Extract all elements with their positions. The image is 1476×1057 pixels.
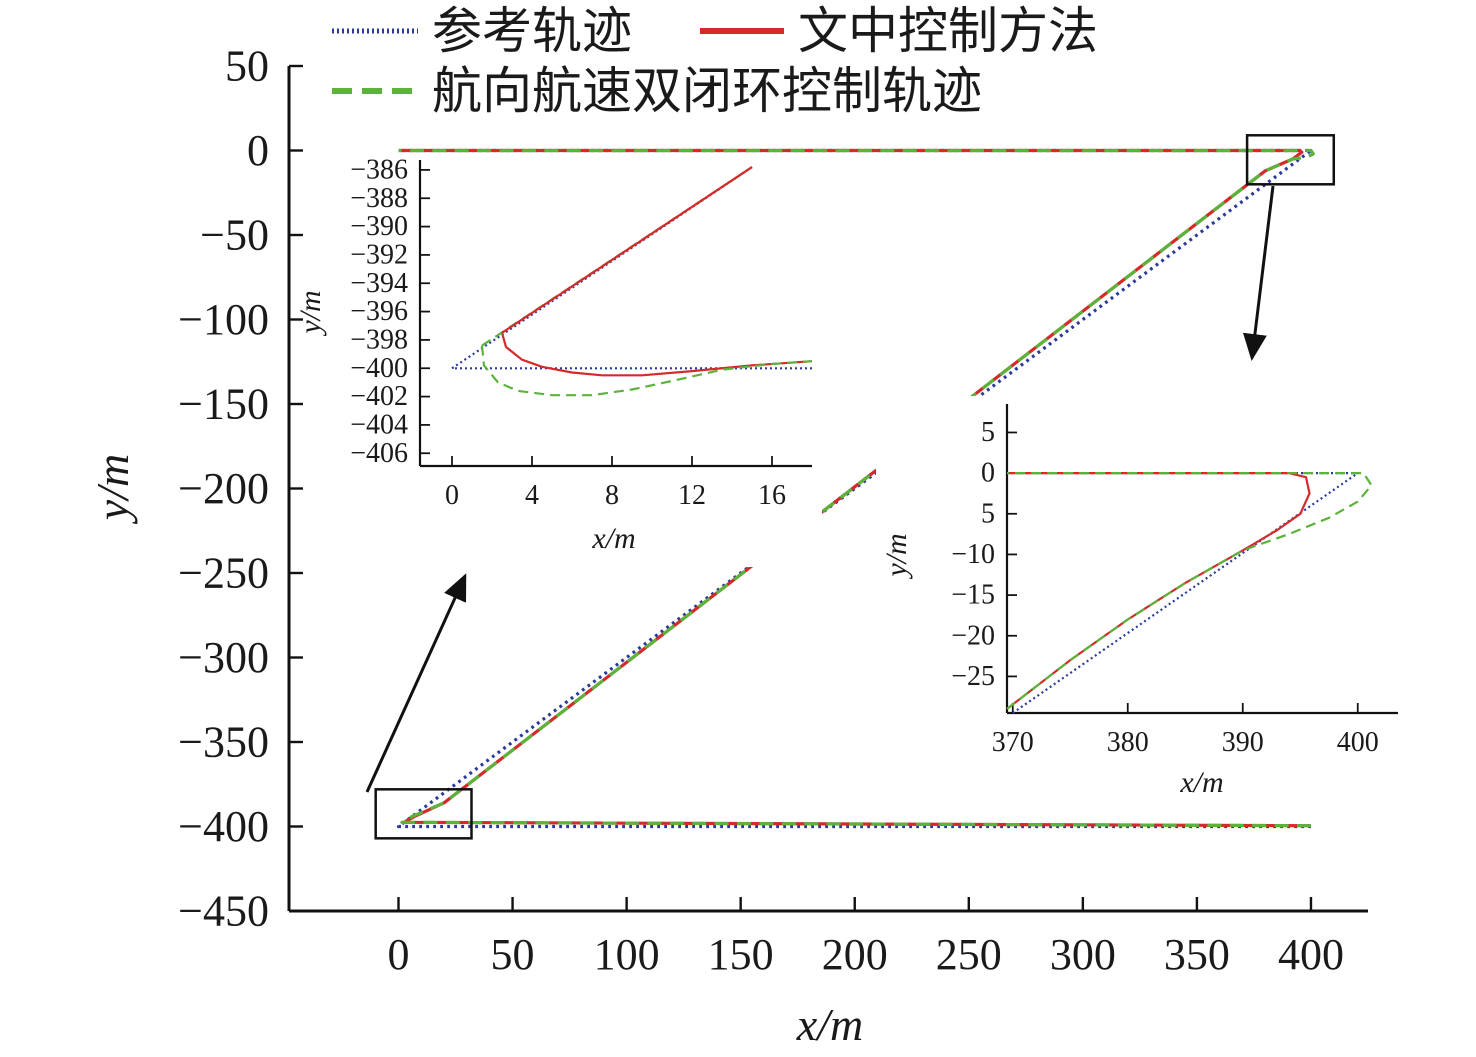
x-tick-label: 400 [1337, 727, 1379, 758]
y-tick-label: −400 [350, 353, 408, 384]
inset-left-series [450, 166, 813, 397]
zoom-box-0 [374, 788, 473, 840]
series-line-2 [398, 148, 1315, 828]
inset-right-axes: 370 380 390 400 5 0 5 −10 −15 −20 −25 [951, 404, 1398, 758]
main-y-axis-label: y/m [87, 454, 138, 524]
y-tick-label: 5 [981, 498, 995, 529]
x-tick-label: 370 [992, 727, 1034, 758]
series-line-2 [1006, 472, 1373, 710]
y-tick-label: −50 [200, 211, 269, 260]
y-tick-label: −394 [350, 268, 408, 299]
zoom-boxes [374, 134, 1336, 840]
inset-left-axes: 0 4 8 12 16−386−388−390−392−394−396−398−400−… [350, 154, 812, 511]
y-tick-label: −392 [350, 239, 408, 270]
x-tick-label: 250 [936, 930, 1002, 979]
series-line-2 [480, 345, 813, 397]
y-tick-label: −398 [350, 324, 408, 355]
y-tick-label: −250 [178, 549, 269, 598]
x-tick-label: 0 [387, 930, 409, 979]
x-tick-label: 12 [678, 480, 706, 511]
x-tick-label: 16 [758, 480, 786, 511]
y-tick-label: −300 [178, 633, 269, 682]
inset-left-x-axis-label: x/m [591, 522, 635, 555]
zoom-box-1 [1245, 134, 1336, 186]
y-tick-label: 50 [225, 42, 269, 91]
main-x-axis-label: x/m [796, 999, 863, 1050]
y-tick-label: −400 [178, 802, 269, 851]
y-tick-label: −390 [350, 211, 408, 242]
y-tick-label: −20 [951, 620, 995, 651]
y-tick-label: −350 [178, 718, 269, 767]
main-series [396, 148, 1315, 829]
series-line-0 [396, 148, 1313, 829]
x-tick-label: 150 [708, 930, 774, 979]
inset-background-right [876, 396, 1416, 801]
x-tick-label: 380 [1107, 727, 1149, 758]
y-tick-label: −406 [350, 438, 408, 469]
x-tick-label: 4 [525, 480, 539, 511]
legend-label-double-loop: 航向航速双闭环控制轨迹 [432, 62, 982, 120]
y-tick-label: 5 [981, 417, 995, 448]
y-tick-label: −150 [178, 380, 269, 429]
y-tick-label: −386 [350, 154, 408, 185]
y-tick-label: −388 [350, 183, 408, 214]
series-line-1 [1006, 472, 1311, 710]
legend: 参考轨迹 文中控制方法 航向航速双闭环控制轨迹 [332, 2, 1098, 120]
y-tick-label: −404 [350, 409, 408, 440]
x-tick-label: 50 [491, 930, 535, 979]
x-tick-label: 200 [822, 930, 888, 979]
x-tick-label: 8 [605, 480, 619, 511]
arrow-to-inset-top-right [1242, 185, 1275, 361]
main-axes: 0 50 100 150 200 250 300 350 400500−50−100−150−2… [178, 42, 1368, 979]
inset-right-x-axis-label: x/m [1179, 766, 1223, 799]
x-tick-label: 390 [1222, 727, 1264, 758]
inset-left-y-axis-label: y/m [294, 290, 327, 336]
y-tick-label: −25 [951, 661, 995, 692]
y-tick-label: −200 [178, 464, 269, 513]
y-tick-label: −396 [350, 296, 408, 327]
y-tick-label: 0 [981, 458, 995, 489]
legend-label-reference: 参考轨迹 [432, 2, 632, 60]
inset-right-y-axis-label: y/m [880, 533, 913, 579]
series-line-0 [1007, 472, 1359, 714]
x-tick-label: 100 [594, 930, 660, 979]
x-tick-label: 300 [1050, 930, 1116, 979]
series-line-1 [500, 332, 813, 377]
series-line-4 [501, 166, 753, 334]
x-tick-label: 0 [445, 480, 459, 511]
legend-label-proposed: 文中控制方法 [798, 2, 1098, 60]
y-tick-label: 0 [247, 126, 269, 175]
arrow-to-inset-bottom-left [365, 573, 467, 793]
x-tick-label: 400 [1278, 930, 1344, 979]
y-tick-label: −15 [951, 580, 995, 611]
y-tick-label: −402 [350, 381, 408, 412]
y-tick-label: −10 [951, 539, 995, 570]
inset-right-series [1006, 472, 1373, 714]
y-tick-label: −100 [178, 295, 269, 344]
y-tick-label: −450 [178, 887, 269, 936]
inset-background-left [334, 155, 822, 567]
x-tick-label: 350 [1164, 930, 1230, 979]
